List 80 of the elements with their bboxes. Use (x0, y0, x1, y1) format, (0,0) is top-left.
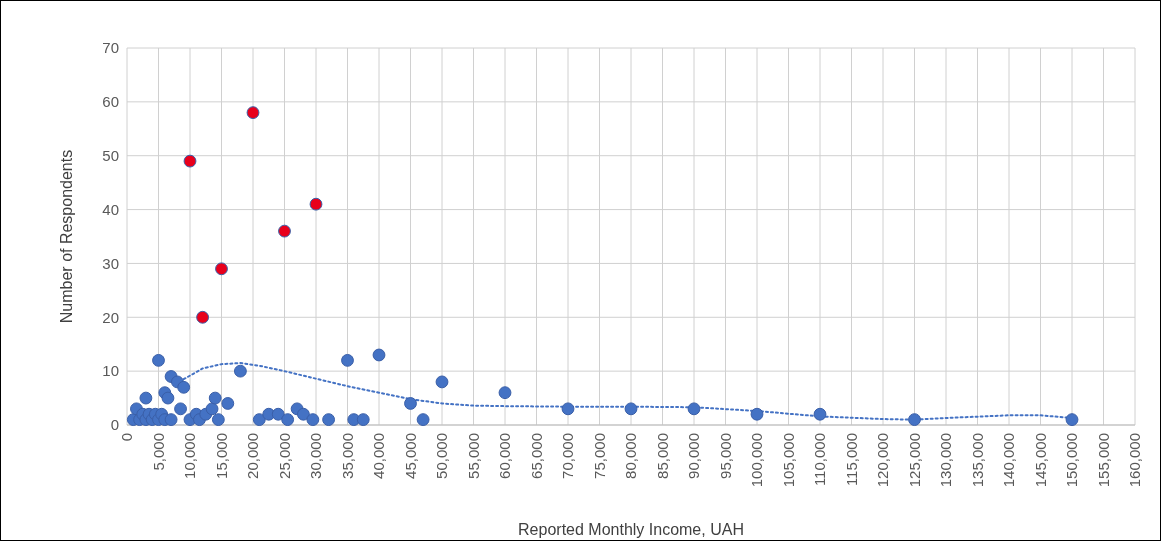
point (174, 402, 187, 416)
y-tick-label: 50 (102, 146, 119, 164)
x-tick-label: 140,000 (1000, 433, 1018, 488)
x-tick-label: 25,000 (275, 433, 293, 479)
point (435, 375, 449, 389)
point (561, 402, 575, 416)
point (164, 413, 178, 427)
point (215, 262, 228, 276)
point (356, 413, 370, 427)
x-tick-label: 125,000 (905, 433, 923, 488)
point (498, 386, 512, 400)
point (341, 353, 354, 367)
y-tick-label: 20 (102, 308, 119, 326)
x-tick-label: 150,000 (1063, 433, 1081, 488)
y-tick-label: 60 (102, 93, 119, 111)
x-tick-label: 145,000 (1031, 433, 1049, 488)
point (139, 391, 153, 405)
point (296, 407, 310, 421)
x-tick-label: 20,000 (244, 433, 262, 479)
point (1065, 413, 1079, 427)
point (322, 413, 336, 427)
point (221, 397, 235, 410)
x-tick-label: 160,000 (1126, 433, 1144, 488)
point (211, 413, 225, 427)
y-tick-label: 0 (110, 416, 119, 434)
x-tick-label: 110,000 (811, 433, 829, 487)
point (404, 397, 417, 410)
y-tick-label: 10 (102, 362, 119, 380)
point (281, 413, 295, 427)
x-tick-label: 45,000 (401, 433, 419, 479)
point (908, 413, 921, 427)
x-axis-title: Reported Monthly Income, UAH (518, 521, 744, 538)
point (196, 310, 210, 324)
x-tick-label: 15,000 (212, 433, 230, 479)
point (624, 402, 638, 416)
x-tick-label: 0 (118, 433, 136, 442)
y-tick-label: 40 (102, 200, 119, 218)
point (208, 391, 222, 405)
x-tick-label: 115,000 (842, 433, 860, 487)
x-tick-label: 135,000 (968, 433, 986, 488)
y-tick-label: 70 (102, 39, 119, 57)
x-tick-label: 65,000 (527, 433, 545, 479)
y-axis-title: Number of Respondents (58, 149, 75, 324)
point (177, 380, 191, 394)
point (152, 353, 165, 367)
x-tick-label: 155,000 (1094, 433, 1112, 488)
point (252, 413, 266, 427)
point (246, 106, 260, 120)
x-tick-label: 30,000 (307, 433, 325, 479)
point (416, 413, 430, 427)
point (372, 348, 386, 362)
y-tick-label: 30 (102, 254, 119, 272)
point (306, 413, 320, 427)
x-tick-label: 70,000 (559, 433, 577, 479)
x-tick-label: 50,000 (433, 433, 451, 479)
point (161, 391, 175, 405)
x-tick-label: 85,000 (653, 433, 671, 479)
x-tick-label: 35,000 (338, 433, 356, 479)
point (278, 224, 291, 238)
point (687, 402, 701, 416)
x-tick-label: 75,000 (590, 433, 608, 479)
x-tick-label: 105,000 (779, 433, 797, 488)
point (183, 154, 197, 168)
point (813, 407, 827, 421)
point (271, 407, 285, 421)
point (309, 197, 323, 211)
x-tick-label: 120,000 (874, 433, 892, 488)
point (233, 364, 247, 378)
x-tick-label: 130,000 (937, 433, 955, 488)
x-tick-label: 10,000 (181, 433, 199, 479)
point (205, 402, 219, 416)
point (750, 407, 764, 421)
x-tick-label: 40,000 (370, 433, 388, 479)
x-tick-label: 90,000 (685, 433, 703, 479)
x-tick-label: 55,000 (464, 433, 482, 479)
x-tick-label: 80,000 (622, 433, 640, 479)
x-tick-label: 60,000 (496, 433, 514, 479)
x-tick-label: 95,000 (716, 433, 734, 479)
x-tick-label: 5,000 (149, 433, 167, 471)
x-tick-label: 100,000 (748, 433, 766, 488)
